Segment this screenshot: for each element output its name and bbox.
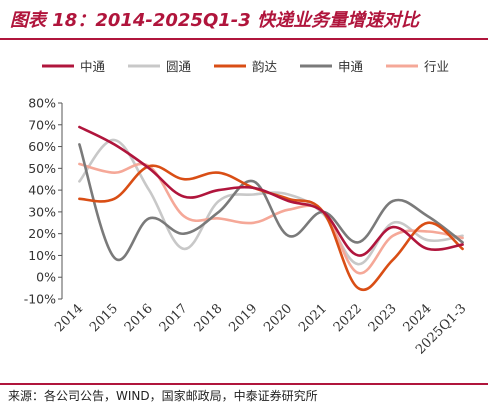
legend-label-2: 圆通 <box>166 59 192 74</box>
legend-label-3: 韵达 <box>252 59 278 74</box>
legend-label-4: 申通 <box>338 59 364 74</box>
y-tick-label: 70% <box>28 117 56 132</box>
page-title: 图表 18：2014-2025Q1-3 快递业务量增速对比 <box>10 10 420 31</box>
source-note: 来源：各公司公告，WIND，国家邮政局，中泰证券研究所 <box>8 389 318 403</box>
x-tick-label: 2023 <box>366 301 400 335</box>
series-lines <box>78 125 464 292</box>
series-line-5 <box>78 162 464 275</box>
x-tick-label: 2019 <box>226 301 260 335</box>
footer-divider <box>0 383 488 385</box>
legend: 中通 圆通 韵达 申通 行业 <box>42 59 449 74</box>
x-tick-label: 2016 <box>122 301 156 335</box>
x-tick-label: 2017 <box>157 301 191 335</box>
y-tick-label: -10% <box>24 292 56 307</box>
y-axis: 80% 70% 60% 50% 40% 30% 20% 10% 0% -10% <box>24 96 63 307</box>
x-tick-label: 2015 <box>87 301 121 335</box>
x-tick-label: 2014 <box>52 301 86 335</box>
y-tick-label: 60% <box>28 139 56 154</box>
line-chart: 中通 圆通 韵达 申通 行业 80% 70% 60% 50% 40% 30% 20% 10% 0% -10… <box>24 59 470 358</box>
x-tick-label: 2020 <box>261 301 295 335</box>
y-tick-label: 10% <box>28 248 56 263</box>
y-tick-label: 50% <box>28 161 56 176</box>
y-tick-label: 40% <box>28 183 56 198</box>
x-tick-label: 2021 <box>296 301 330 335</box>
series-line-1 <box>78 125 464 257</box>
y-tick-label: 30% <box>28 204 56 219</box>
x-tick-label: 2022 <box>331 301 365 335</box>
legend-label-5: 行业 <box>424 59 449 74</box>
series-line-4 <box>78 143 464 262</box>
y-tick-label: 0% <box>36 270 56 285</box>
x-tick-label: 2018 <box>192 301 226 335</box>
legend-label-1: 中通 <box>80 59 106 74</box>
y-tick-label: 20% <box>28 226 56 241</box>
series-line-3 <box>78 164 464 292</box>
title-divider <box>0 38 488 40</box>
x-axis: 2014 2015 2016 2017 2018 2019 2020 2021 2022 2023… <box>52 301 469 357</box>
y-tick-label: 80% <box>28 96 56 111</box>
